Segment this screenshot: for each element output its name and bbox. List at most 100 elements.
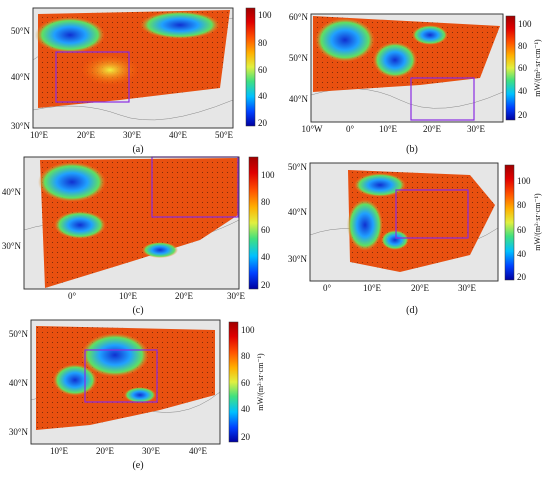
colorbar-tick: 40 — [241, 404, 251, 414]
lon-label: 20°E — [96, 446, 115, 456]
colorbar-tick: 60 — [517, 225, 527, 235]
lat-label: 40°N — [2, 187, 22, 197]
lon-label: 10°E — [119, 291, 138, 301]
lon-label: 30°E — [467, 124, 486, 134]
colorbar-tick: 60 — [241, 378, 251, 388]
cold-cloud-region — [381, 230, 409, 250]
lon-label: 40°E — [169, 130, 188, 140]
warm-region — [80, 54, 140, 86]
lon-label: 30°E — [123, 130, 142, 140]
colorbar — [504, 164, 515, 281]
lon-label: 50°E — [215, 130, 234, 140]
colorbar-tick: 40 — [258, 91, 268, 101]
colorbar — [228, 321, 239, 443]
panel-caption: (b) — [406, 144, 418, 155]
lon-label: 40°E — [189, 446, 208, 456]
lon-label: 30°E — [227, 291, 246, 301]
region-box — [395, 189, 469, 239]
panel-caption: (a) — [132, 144, 143, 155]
colorbar-tick: 20 — [258, 118, 268, 128]
lon-label: 10°W — [301, 124, 323, 134]
colorbar-unit-label: mW/(m²·sr·cm⁻¹) — [533, 193, 542, 251]
colorbar — [505, 15, 516, 121]
lon-label: 10°E — [363, 283, 382, 293]
lon-label: 30°E — [142, 446, 161, 456]
cold-cloud-region — [53, 364, 97, 396]
lat-label: 40°N — [289, 94, 309, 104]
panel-caption: (d) — [406, 305, 418, 316]
cold-cloud-region — [142, 242, 178, 258]
colorbar-tick: 100 — [241, 325, 255, 335]
cold-cloud-region — [140, 11, 220, 39]
panel-caption: (e) — [132, 460, 143, 471]
panel-c: 40°N 30°N 0° 10°E 20°E 30°E 100 80 60 40… — [2, 156, 275, 316]
cold-cloud-region — [54, 211, 106, 239]
colorbar-tick: 20 — [517, 272, 527, 282]
lon-label: 10°E — [379, 124, 398, 134]
colorbar-tick: 20 — [518, 110, 528, 120]
panel-caption: (c) — [132, 305, 143, 316]
cold-cloud-region — [315, 18, 375, 62]
colorbar-tick: 80 — [517, 200, 527, 210]
lon-label: 20°E — [423, 124, 442, 134]
panel-e: 50°N 40°N 30°N 10°E 20°E 30°E 40°E 100 8… — [9, 319, 265, 471]
colorbar-tick: 40 — [261, 252, 271, 262]
lat-label: 30°N — [288, 254, 308, 264]
cold-cloud-region — [81, 333, 149, 377]
colorbar-tick: 100 — [258, 10, 272, 20]
panel-d: 50°N 40°N 30°N 0° 10°E 20°E 30°E 100 80 … — [288, 162, 542, 316]
lon-label: 30°E — [458, 283, 477, 293]
colorbar-tick: 60 — [261, 225, 271, 235]
lat-label: 50°N — [289, 53, 309, 63]
lat-label: 30°N — [2, 241, 22, 251]
region-box — [55, 51, 130, 103]
lat-label: 50°N — [11, 26, 31, 36]
panel-a: 50°N 40°N 30°N 10°E 20°E 30°E 40°E 50°E … — [11, 7, 272, 155]
lat-label: 30°N — [9, 427, 29, 437]
colorbar-unit-label: mW/(m²·sr·cm⁻¹) — [256, 353, 265, 411]
lat-label: 40°N — [288, 207, 308, 217]
cold-cloud-region — [412, 25, 448, 45]
lat-label: 30°N — [11, 121, 31, 131]
lon-label: 0° — [346, 124, 355, 134]
lon-label: 10°E — [50, 446, 69, 456]
panel-b: 60°N 50°N 40°N 10°W 0° 10°E 20°E 30°E 10… — [289, 12, 542, 155]
colorbar-tick: 40 — [517, 249, 527, 259]
lon-label: 0° — [68, 291, 77, 301]
lat-label: 50°N — [288, 162, 308, 172]
colorbar-tick: 100 — [517, 176, 531, 186]
cold-cloud-region — [373, 42, 417, 78]
colorbar-tick: 20 — [241, 432, 251, 442]
colorbar-tick: 80 — [258, 38, 268, 48]
region-box — [410, 77, 475, 121]
lon-label: 20°E — [175, 291, 194, 301]
colorbar-tick: 100 — [261, 170, 275, 180]
region-box — [84, 349, 158, 403]
lon-label: 10°E — [30, 130, 49, 140]
lon-label: 0° — [323, 283, 332, 293]
lat-label: 50°N — [9, 329, 29, 339]
cold-cloud-region — [35, 17, 105, 53]
lon-label: 20°E — [411, 283, 430, 293]
coastline — [32, 99, 234, 121]
colorbar-tick: 60 — [518, 63, 528, 73]
colorbar-unit-label: mW/(m²·sr·cm⁻¹) — [533, 39, 542, 97]
cold-cloud-region — [124, 387, 156, 403]
colorbar-tick: 80 — [518, 41, 528, 51]
colorbar-tick: 40 — [518, 86, 528, 96]
stipple-overlay — [36, 326, 215, 430]
cold-cloud-region — [347, 199, 383, 251]
lat-label: 40°N — [11, 72, 31, 82]
colorbar — [245, 7, 256, 127]
lon-label: 20°E — [77, 130, 96, 140]
lat-label: 60°N — [289, 12, 309, 22]
colorbar-tick: 80 — [241, 351, 251, 361]
cold-cloud-region — [354, 173, 406, 197]
colorbar-tick: 80 — [261, 197, 271, 207]
lat-label: 40°N — [9, 378, 29, 388]
colorbar — [248, 156, 259, 290]
colorbar-tick: 100 — [518, 19, 532, 29]
cold-cloud-region — [38, 162, 106, 202]
colorbar-tick: 60 — [258, 65, 268, 75]
